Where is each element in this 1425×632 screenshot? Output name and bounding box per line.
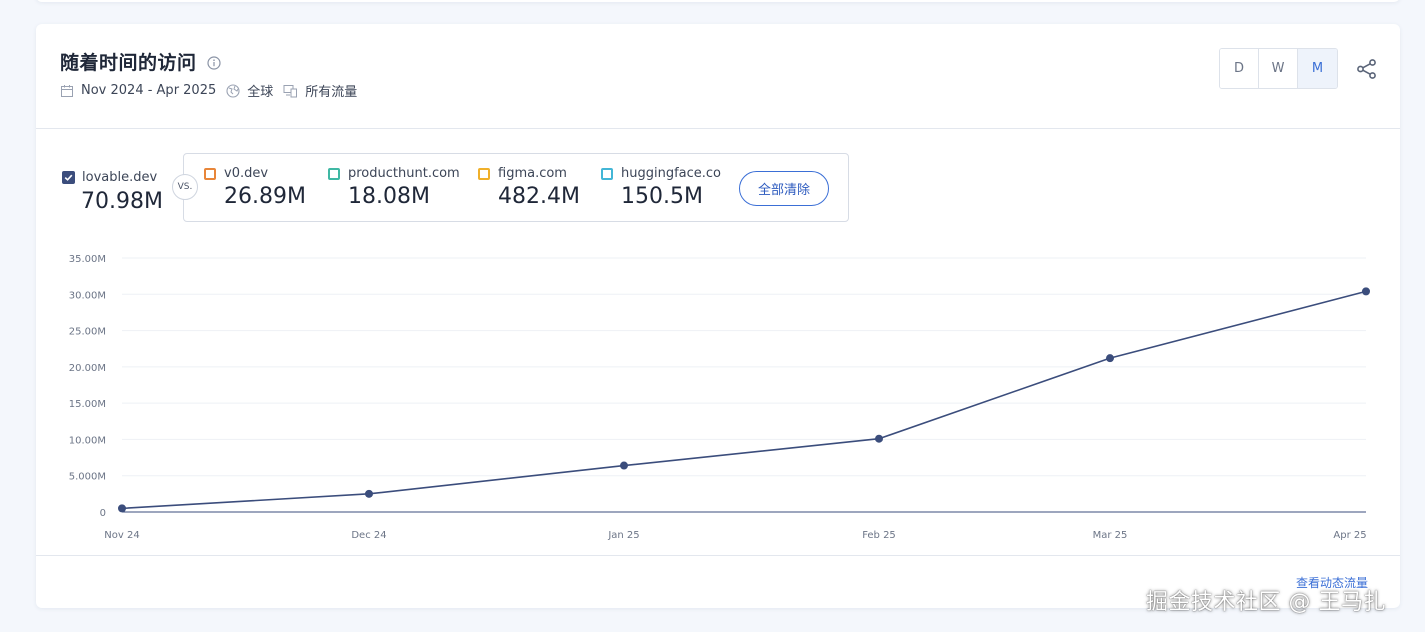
region-filter[interactable]: 全球	[226, 81, 273, 100]
x-tick-label: Dec 24	[351, 530, 386, 541]
share-icon[interactable]	[1356, 58, 1378, 84]
checkbox-icon[interactable]	[328, 167, 340, 180]
x-tick-label: Jan 25	[607, 530, 639, 541]
data-point	[118, 504, 126, 513]
y-tick-label: 0	[100, 508, 106, 519]
checkbox-checked-icon[interactable]	[62, 171, 75, 184]
y-tick-label: 35.00M	[69, 254, 106, 265]
granularity-day-button[interactable]: D	[1220, 49, 1259, 88]
data-point	[365, 489, 373, 498]
data-point	[1362, 287, 1370, 296]
granularity-toggle: D W M	[1219, 48, 1338, 89]
checkbox-icon[interactable]	[478, 167, 490, 180]
y-tick-label: 20.00M	[69, 363, 106, 374]
checkbox-icon[interactable]	[601, 167, 613, 180]
data-point	[1106, 354, 1114, 363]
traffic-filter[interactable]: 所有流量	[283, 81, 357, 100]
region-label: 全球	[247, 85, 274, 100]
view-dynamic-traffic-link[interactable]: 查看动态流量	[1295, 576, 1368, 590]
competitor-legend: v0.dev 26.89M producthunt.com 18.08M fig…	[183, 153, 849, 222]
date-range-label: Nov 2024 - Apr 2025	[81, 83, 217, 98]
x-tick-label: Nov 24	[104, 530, 139, 541]
date-range[interactable]: Nov 2024 - Apr 2025	[60, 83, 216, 98]
competitor-name: figma.com	[498, 166, 567, 181]
divider	[36, 555, 1400, 556]
competitor-name: producthunt.com	[348, 166, 460, 181]
granularity-month-button[interactable]: M	[1298, 49, 1337, 88]
competitor-visits: 482.4M	[498, 184, 580, 209]
visits-line-chart: 0 5.000M 10.00M 15.00M 20.00M 25.00M 30.00M 35.…	[36, 244, 1400, 554]
x-tick-label: Mar 25	[1093, 530, 1128, 541]
calendar-icon	[61, 84, 73, 97]
granularity-week-button[interactable]: W	[1259, 49, 1298, 88]
competitor-item[interactable]: v0.dev 26.89M	[204, 166, 306, 209]
main-site-visits: 70.98M	[81, 189, 163, 214]
previous-card	[36, 0, 1400, 2]
traffic-label: 所有流量	[305, 85, 358, 100]
visits-over-time-card: 随着时间的访问 Nov 2024 - Apr 2025 全球 所有流量 D W …	[36, 24, 1400, 608]
x-tick-label: Feb 25	[862, 530, 896, 541]
y-tick-label: 25.00M	[69, 327, 106, 338]
watermark: 掘金技术社区 @ 王马扎	[1146, 590, 1386, 615]
checkbox-icon[interactable]	[204, 167, 216, 180]
y-tick-label: 10.00M	[69, 435, 106, 446]
devices-icon	[283, 84, 298, 97]
main-site-name: lovable.dev	[82, 170, 158, 185]
y-tick-label: 5.000M	[69, 472, 106, 483]
data-point	[620, 461, 628, 470]
competitor-item[interactable]: huggingface.co 150.5M	[601, 166, 721, 209]
vs-badge: VS.	[172, 174, 198, 200]
competitor-visits: 150.5M	[621, 184, 703, 209]
card-header: 随着时间的访问 Nov 2024 - Apr 2025 全球 所有流量 D W …	[36, 24, 1400, 129]
y-tick-label: 30.00M	[69, 290, 106, 301]
clear-all-button[interactable]: 全部清除	[739, 171, 829, 206]
card-title: 随着时间的访问	[60, 52, 197, 74]
chart-svg: 0 5.000M 10.00M 15.00M 20.00M 25.00M 30.00M 35.…	[69, 254, 1370, 541]
y-tick-label: 15.00M	[69, 399, 106, 410]
competitor-visits: 18.08M	[348, 184, 430, 209]
competitor-item[interactable]: figma.com 482.4M	[478, 166, 580, 209]
competitor-visits: 26.89M	[224, 184, 306, 209]
competitor-name: huggingface.co	[621, 166, 722, 181]
x-tick-label: Apr 25	[1333, 530, 1366, 541]
main-site-legend[interactable]: lovable.dev 70.98M	[62, 170, 163, 214]
competitor-item[interactable]: producthunt.com 18.08M	[328, 166, 460, 209]
competitor-name: v0.dev	[224, 166, 269, 181]
globe-icon	[226, 83, 240, 98]
series-line	[121, 290, 1367, 510]
info-icon[interactable]	[206, 55, 221, 70]
data-point	[875, 434, 883, 443]
